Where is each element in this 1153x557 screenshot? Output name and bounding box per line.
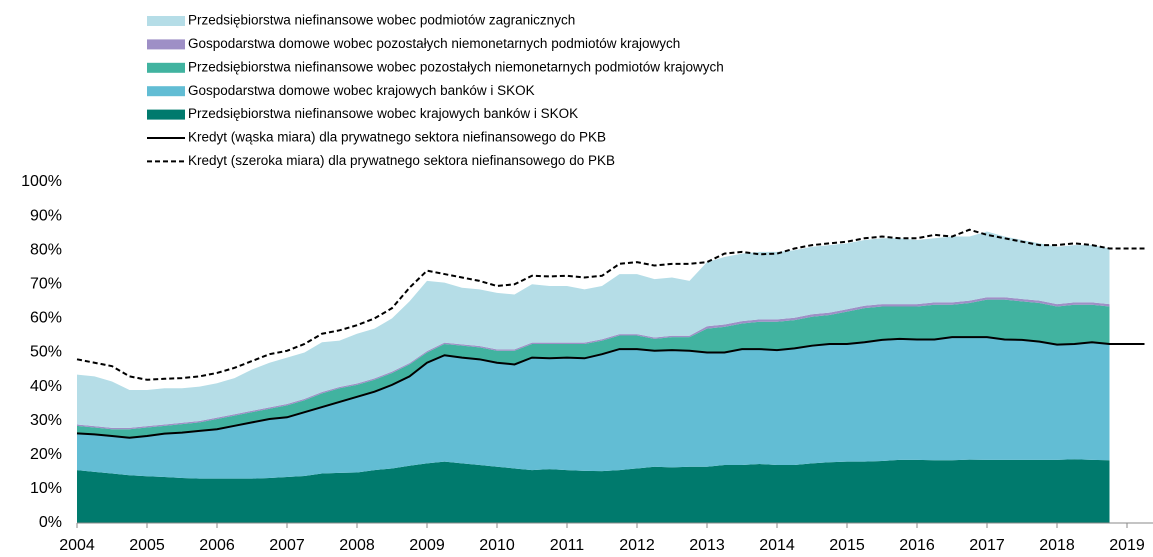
x-tick-label: 2008 (339, 537, 375, 554)
legend-swatch (147, 62, 185, 73)
legend-label: Przedsiębiorstwa niefinansowe wobec kraj… (188, 106, 578, 121)
x-tick-label: 2019 (1109, 537, 1145, 554)
x-tick-label: 2014 (759, 537, 795, 554)
y-tick-label: 50% (30, 344, 62, 361)
y-tick-label: 80% (30, 241, 62, 258)
area (77, 231, 1110, 428)
x-tick-label: 2004 (59, 537, 95, 554)
y-tick-label: 10% (30, 480, 62, 497)
legend-swatch (147, 39, 185, 50)
y-tick-label: 100% (21, 173, 62, 190)
legend-label: Gospodarstwa domowe wobec pozostałych ni… (188, 36, 680, 51)
legend-label: Przedsiębiorstwa niefinansowe wobec podm… (188, 13, 575, 28)
x-tick-label: 2013 (689, 537, 725, 554)
y-tick-label: 70% (30, 276, 62, 293)
legend-swatch (147, 16, 185, 26)
y-tick-label: 0% (39, 514, 62, 531)
x-tick-label: 2015 (829, 537, 865, 554)
x-tick-label: 2017 (969, 537, 1005, 554)
x-tick-label: 2012 (619, 537, 655, 554)
y-tick-label: 90% (30, 207, 62, 224)
legend-label: Kredyt (wąska miara) dla prywatnego sekt… (188, 130, 606, 145)
y-tick-label: 60% (30, 310, 62, 327)
x-tick-label: 2007 (269, 537, 305, 554)
legend-swatch (147, 86, 185, 97)
area (77, 337, 1110, 479)
y-tick-label: 40% (30, 378, 62, 395)
x-tick-label: 2005 (129, 537, 165, 554)
line (76, 228, 1145, 381)
legend-label: Kredyt (szeroka miara) dla prywatnego se… (188, 153, 615, 168)
y-tick-label: 30% (30, 412, 62, 429)
legend-label: Przedsiębiorstwa niefinansowe wobec pozo… (188, 59, 724, 74)
x-tick-label: 2010 (479, 537, 515, 554)
line (76, 336, 1145, 439)
legend-label: Gospodarstwa domowe wobec krajowych bank… (188, 83, 535, 98)
x-tick-label: 2006 (199, 537, 235, 554)
area (77, 459, 1110, 523)
x-tick-label: 2011 (550, 537, 585, 554)
legend-swatch (147, 109, 185, 120)
y-tick-label: 20% (30, 446, 62, 463)
x-tick-label: 2018 (1039, 537, 1075, 554)
x-tick-label: 2009 (409, 537, 445, 554)
x-tick-label: 2016 (899, 537, 935, 554)
